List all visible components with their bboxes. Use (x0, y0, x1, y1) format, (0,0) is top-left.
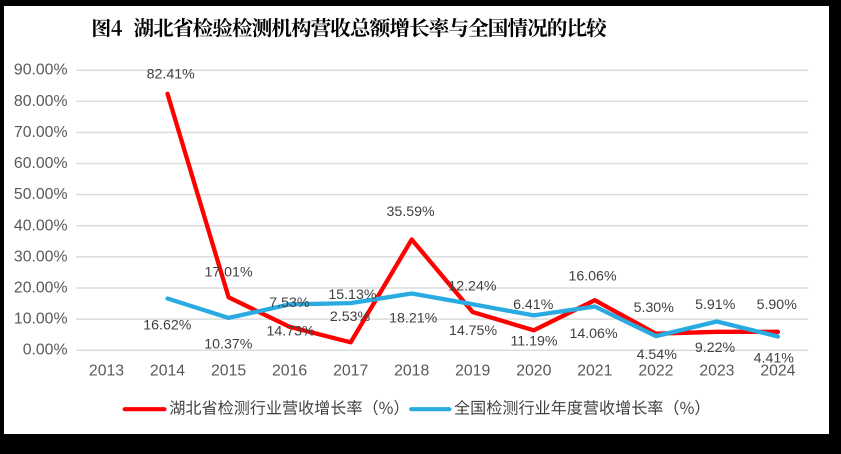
svg-text:2017: 2017 (333, 363, 368, 380)
svg-text:40.00%: 40.00% (14, 217, 68, 234)
svg-text:2016: 2016 (272, 363, 307, 380)
svg-text:2020: 2020 (516, 363, 551, 380)
svg-text:16.06%: 16.06% (568, 269, 617, 285)
svg-text:16.62%: 16.62% (143, 318, 192, 334)
svg-text:2021: 2021 (577, 363, 612, 380)
svg-text:14.73%: 14.73% (267, 324, 316, 340)
svg-text:2015: 2015 (211, 363, 246, 380)
svg-text:9.22%: 9.22% (695, 340, 736, 356)
svg-text:2014: 2014 (150, 363, 185, 380)
svg-text:15.13%: 15.13% (328, 287, 377, 303)
svg-text:35.59%: 35.59% (387, 204, 436, 220)
svg-text:2019: 2019 (455, 363, 490, 380)
svg-text:2.53%: 2.53% (330, 309, 371, 325)
svg-text:90.00%: 90.00% (14, 62, 68, 79)
svg-text:60.00%: 60.00% (14, 155, 68, 172)
svg-text:6.41%: 6.41% (513, 297, 554, 313)
svg-text:17.01%: 17.01% (204, 264, 253, 280)
svg-text:2013: 2013 (89, 363, 124, 380)
svg-text:2022: 2022 (638, 363, 673, 380)
svg-text:10.37%: 10.37% (204, 337, 253, 353)
svg-text:80.00%: 80.00% (14, 93, 68, 110)
svg-text:70.00%: 70.00% (14, 124, 68, 141)
svg-text:12.24%: 12.24% (448, 278, 497, 294)
svg-text:50.00%: 50.00% (14, 186, 68, 203)
svg-text:10.00%: 10.00% (14, 311, 68, 328)
svg-text:82.41%: 82.41% (147, 67, 196, 83)
svg-text:14.06%: 14.06% (569, 326, 618, 342)
svg-text:18.21%: 18.21% (389, 311, 438, 327)
svg-text:20.00%: 20.00% (14, 280, 68, 297)
svg-text:30.00%: 30.00% (14, 248, 68, 265)
svg-text:4.41%: 4.41% (754, 350, 795, 366)
svg-text:5.90%: 5.90% (757, 297, 798, 313)
svg-text:5.30%: 5.30% (634, 300, 675, 316)
svg-text:14.75%: 14.75% (449, 323, 498, 339)
svg-text:2024: 2024 (760, 363, 795, 380)
svg-text:7.53%: 7.53% (269, 295, 310, 311)
svg-text:0.00%: 0.00% (23, 342, 68, 359)
svg-text:5.91%: 5.91% (695, 297, 736, 313)
svg-text:2023: 2023 (699, 363, 734, 380)
svg-text:11.19%: 11.19% (510, 334, 557, 350)
svg-text:4.54%: 4.54% (637, 347, 678, 363)
svg-text:2018: 2018 (394, 363, 429, 380)
